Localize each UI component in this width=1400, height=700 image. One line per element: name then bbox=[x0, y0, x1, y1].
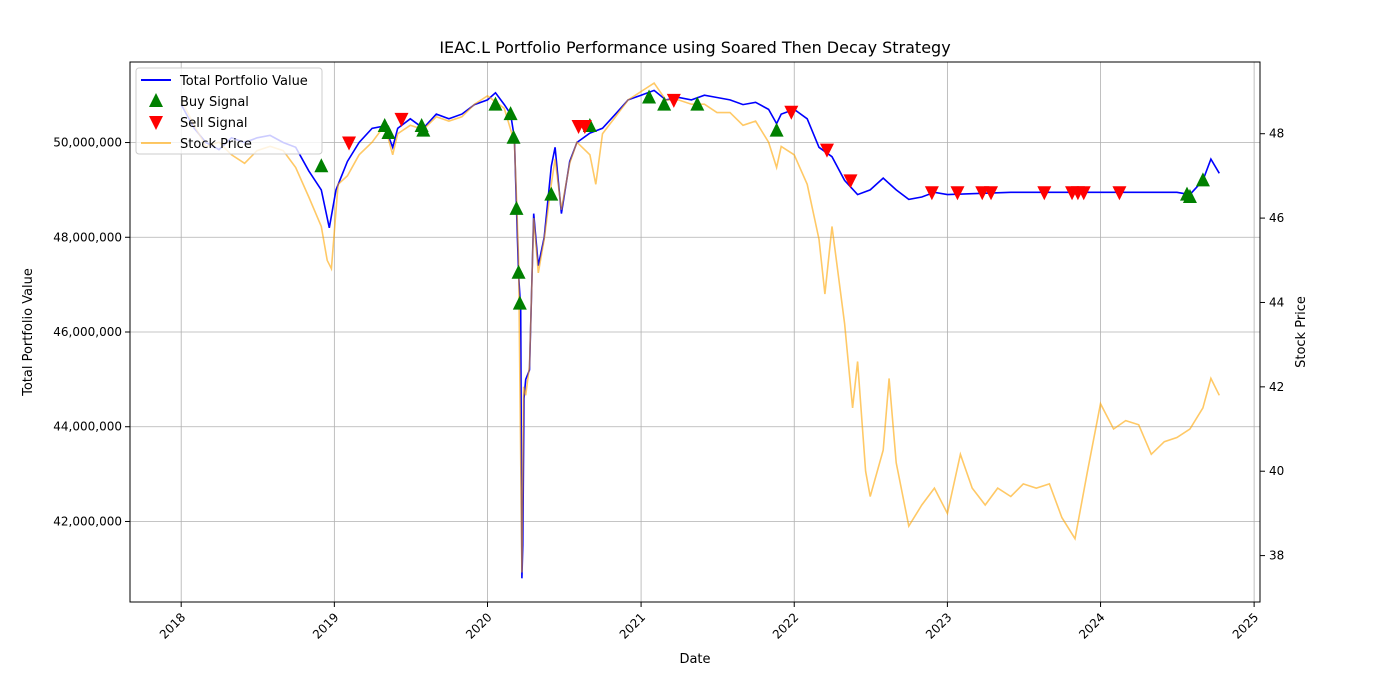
sell-signal-marker bbox=[984, 186, 999, 201]
legend-portfolio-label: Total Portfolio Value bbox=[179, 74, 308, 89]
legend: Total Portfolio Value Buy Signal Sell Sign… bbox=[135, 67, 323, 155]
y2-tick-label: 48 bbox=[1269, 127, 1284, 141]
y2-tick-label: 40 bbox=[1269, 464, 1284, 478]
y2-axis-label: Stock Price bbox=[1294, 296, 1309, 368]
buy-signal-marker bbox=[1182, 189, 1197, 203]
y-axis-label: Total Portfolio Value bbox=[21, 268, 36, 397]
legend-sell-label: Sell Signal bbox=[180, 116, 248, 131]
portfolio-value-line bbox=[180, 89, 1220, 579]
legend-stock-label: Stock Price bbox=[180, 137, 252, 152]
buy-signal-marker bbox=[544, 186, 559, 201]
sell-signal-marker bbox=[1037, 186, 1052, 201]
legend-sell-swatch bbox=[149, 116, 163, 130]
y-tick-label: 48,000,000 bbox=[53, 230, 122, 244]
y-tick-label: 50,000,000 bbox=[53, 136, 122, 150]
y2-tick-label: 46 bbox=[1269, 211, 1284, 225]
buy-signal-marker bbox=[769, 122, 784, 137]
buy-signal-marker bbox=[314, 158, 329, 173]
y-tick-label: 42,000,000 bbox=[53, 514, 122, 528]
buy-signal-marker bbox=[511, 264, 526, 279]
sell-signal-marker bbox=[843, 174, 858, 189]
sell-signal-marker bbox=[666, 93, 681, 108]
signal-markers bbox=[314, 89, 1210, 310]
y-tick-label: 46,000,000 bbox=[53, 325, 122, 339]
stock-price-line bbox=[180, 82, 1221, 573]
legend-buy-label: Buy Signal bbox=[180, 95, 249, 110]
series bbox=[180, 82, 1221, 579]
buy-signal-marker bbox=[506, 129, 521, 144]
legend-buy-swatch bbox=[149, 93, 163, 107]
buy-signal-marker bbox=[690, 96, 705, 111]
legend-box bbox=[135, 67, 323, 155]
x-axis-label: Date bbox=[679, 652, 710, 667]
sell-signal-marker bbox=[577, 119, 592, 134]
sell-signal-marker bbox=[1112, 186, 1127, 201]
chart-title: IEAC.L Portfolio Performance using Soare… bbox=[439, 38, 950, 57]
y2-tick-label: 44 bbox=[1269, 295, 1284, 309]
buy-signal-marker bbox=[509, 200, 524, 215]
buy-signal-marker bbox=[657, 96, 672, 111]
buy-signal-marker bbox=[512, 295, 527, 310]
buy-signal-marker bbox=[416, 122, 431, 137]
y2-tick-label: 38 bbox=[1269, 549, 1284, 563]
buy-signal-marker bbox=[488, 96, 503, 111]
sell-signal-marker bbox=[950, 186, 965, 201]
buy-signal-marker bbox=[1195, 172, 1210, 187]
sell-signal-marker bbox=[1076, 186, 1091, 201]
sell-signal-marker bbox=[975, 186, 990, 201]
sell-signal-marker bbox=[924, 186, 939, 201]
buy-signal-marker bbox=[642, 89, 657, 104]
buy-signal-marker bbox=[381, 125, 396, 140]
sell-signal-marker bbox=[819, 143, 834, 158]
sell-signal-marker bbox=[784, 105, 799, 120]
plot-frame bbox=[129, 61, 1261, 603]
y2-tick-label: 42 bbox=[1269, 380, 1284, 394]
sell-signal-marker bbox=[394, 112, 409, 127]
sell-signal-marker bbox=[342, 136, 357, 151]
y-tick-label: 44,000,000 bbox=[53, 420, 122, 434]
buy-signal-marker bbox=[503, 106, 518, 121]
